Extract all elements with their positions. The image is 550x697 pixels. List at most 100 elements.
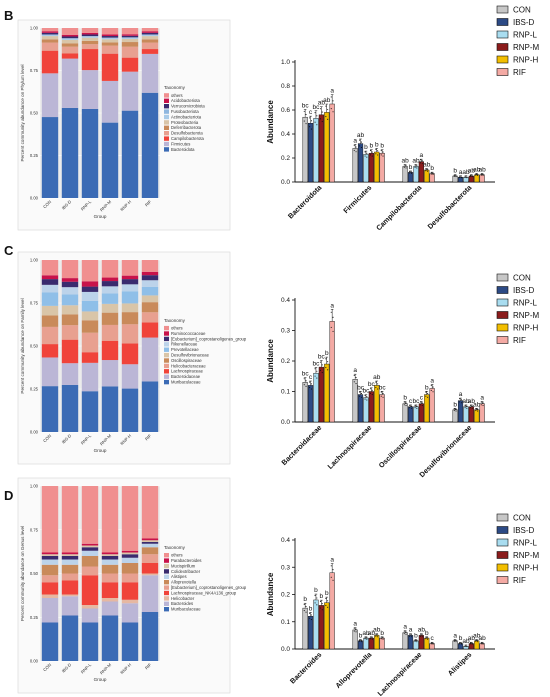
significance-letter: ab xyxy=(373,627,381,634)
data-point xyxy=(480,642,482,644)
data-point xyxy=(430,643,432,645)
bar-rnp-l xyxy=(363,397,369,423)
data-point xyxy=(477,408,479,410)
panel-letter: C xyxy=(4,243,14,258)
significance-letter: bc xyxy=(302,371,310,378)
stack-segment-ibs-d xyxy=(61,564,79,574)
significance-letter: b xyxy=(380,143,384,150)
significance-letter: a xyxy=(330,88,334,95)
bars-legend-label: RNP-H xyxy=(513,564,539,573)
stack-segment-rif xyxy=(141,295,159,303)
bar-con xyxy=(302,382,308,423)
stack-segment-ibs-d xyxy=(61,53,79,59)
data-point xyxy=(405,404,407,407)
data-point xyxy=(319,108,322,110)
stack-legend-swatch xyxy=(164,325,169,331)
stack-segment-rnp-m xyxy=(101,564,119,574)
data-point xyxy=(325,604,327,607)
stack-segment-ibs-d xyxy=(61,573,79,581)
data-point xyxy=(480,401,482,403)
stack-segment-ibs-d xyxy=(61,559,79,565)
bars-legend-label: RNP-M xyxy=(513,43,540,52)
stack-segment-con xyxy=(41,73,59,118)
significance-letter: a xyxy=(480,395,484,402)
stack-segment-rnp-m xyxy=(101,277,119,282)
significance-letter: ab xyxy=(473,166,481,173)
stack-segment-rif xyxy=(141,49,159,54)
data-point xyxy=(425,638,427,640)
stack-y-axis-label: Percent community abundance on Genus lev… xyxy=(20,526,25,621)
stack-segment-rnp-l xyxy=(81,300,99,312)
stack-y-tick-label: 0.75 xyxy=(30,301,39,306)
stack-segment-con xyxy=(41,594,59,598)
data-point xyxy=(419,162,422,164)
data-point xyxy=(409,635,411,637)
stack-segment-rif xyxy=(141,92,159,198)
data-point xyxy=(360,639,363,642)
stack-segment-rnp-h xyxy=(121,603,139,623)
stack-legend-label: Acidobacteriota xyxy=(171,98,201,103)
stack-segment-rnp-l xyxy=(81,575,99,605)
data-point xyxy=(416,641,418,643)
stack-legend-swatch xyxy=(164,369,169,374)
stack-legend-label: Alistipes xyxy=(171,574,187,579)
significance-letter: ab xyxy=(479,166,487,173)
data-point xyxy=(332,569,334,571)
stack-segment-con xyxy=(41,292,59,306)
data-point xyxy=(325,366,327,369)
bars-x-tick-label: Alloprevotella xyxy=(333,649,374,690)
bar-ibs-d xyxy=(307,122,314,183)
significance-letter: ab xyxy=(473,633,481,640)
data-point xyxy=(416,405,418,407)
data-point xyxy=(369,388,372,390)
data-point xyxy=(321,364,323,366)
significance-letter: b xyxy=(425,384,429,391)
data-point xyxy=(360,641,363,643)
data-point xyxy=(316,370,318,372)
stack-segment-rnp-h xyxy=(121,42,139,47)
stack-legend-label: others xyxy=(171,93,183,98)
stack-segment-rnp-l xyxy=(81,622,99,661)
stack-segment-rnp-h xyxy=(121,563,139,574)
data-point xyxy=(410,407,413,409)
data-point xyxy=(410,636,413,638)
data-point xyxy=(327,600,329,602)
panel-letter: D xyxy=(4,488,13,503)
data-point xyxy=(314,112,316,114)
bar-rnp-m xyxy=(468,175,474,183)
stack-segment-con xyxy=(41,28,59,32)
stack-segment-con xyxy=(41,117,59,198)
significance-letter: ab xyxy=(402,158,410,165)
stack-segment-rnp-h xyxy=(121,260,139,276)
stack-segment-rif xyxy=(141,275,159,281)
stack-segment-rnp-h xyxy=(121,599,139,604)
data-point xyxy=(382,151,384,153)
data-point xyxy=(364,638,366,640)
data-point xyxy=(464,407,466,409)
data-point xyxy=(469,174,472,177)
data-point xyxy=(366,152,368,154)
data-point xyxy=(321,372,323,374)
bar-rnp-l xyxy=(313,599,319,650)
stack-x-tick-label: CON xyxy=(42,662,52,672)
bar-rnp-l xyxy=(463,406,469,423)
data-point xyxy=(310,383,313,385)
data-point xyxy=(459,401,461,403)
data-point xyxy=(371,389,373,391)
stack-legend-swatch xyxy=(164,131,169,136)
stack-segment-ibs-d xyxy=(61,486,79,553)
bars-x-tick-label: Alistipes xyxy=(446,650,474,678)
significance-letter: bc xyxy=(379,384,387,391)
bars-legend-swatch xyxy=(496,55,509,64)
stack-segment-ibs-d xyxy=(61,281,79,288)
stack-legend-title: Taxonomy xyxy=(164,318,186,323)
data-point xyxy=(427,392,429,395)
data-point xyxy=(332,111,334,113)
data-point xyxy=(453,409,455,412)
stack-segment-rnp-h xyxy=(121,279,139,285)
data-point xyxy=(371,638,373,640)
data-point xyxy=(477,410,479,412)
data-point xyxy=(403,633,405,635)
significance-letter: bc xyxy=(302,102,310,109)
